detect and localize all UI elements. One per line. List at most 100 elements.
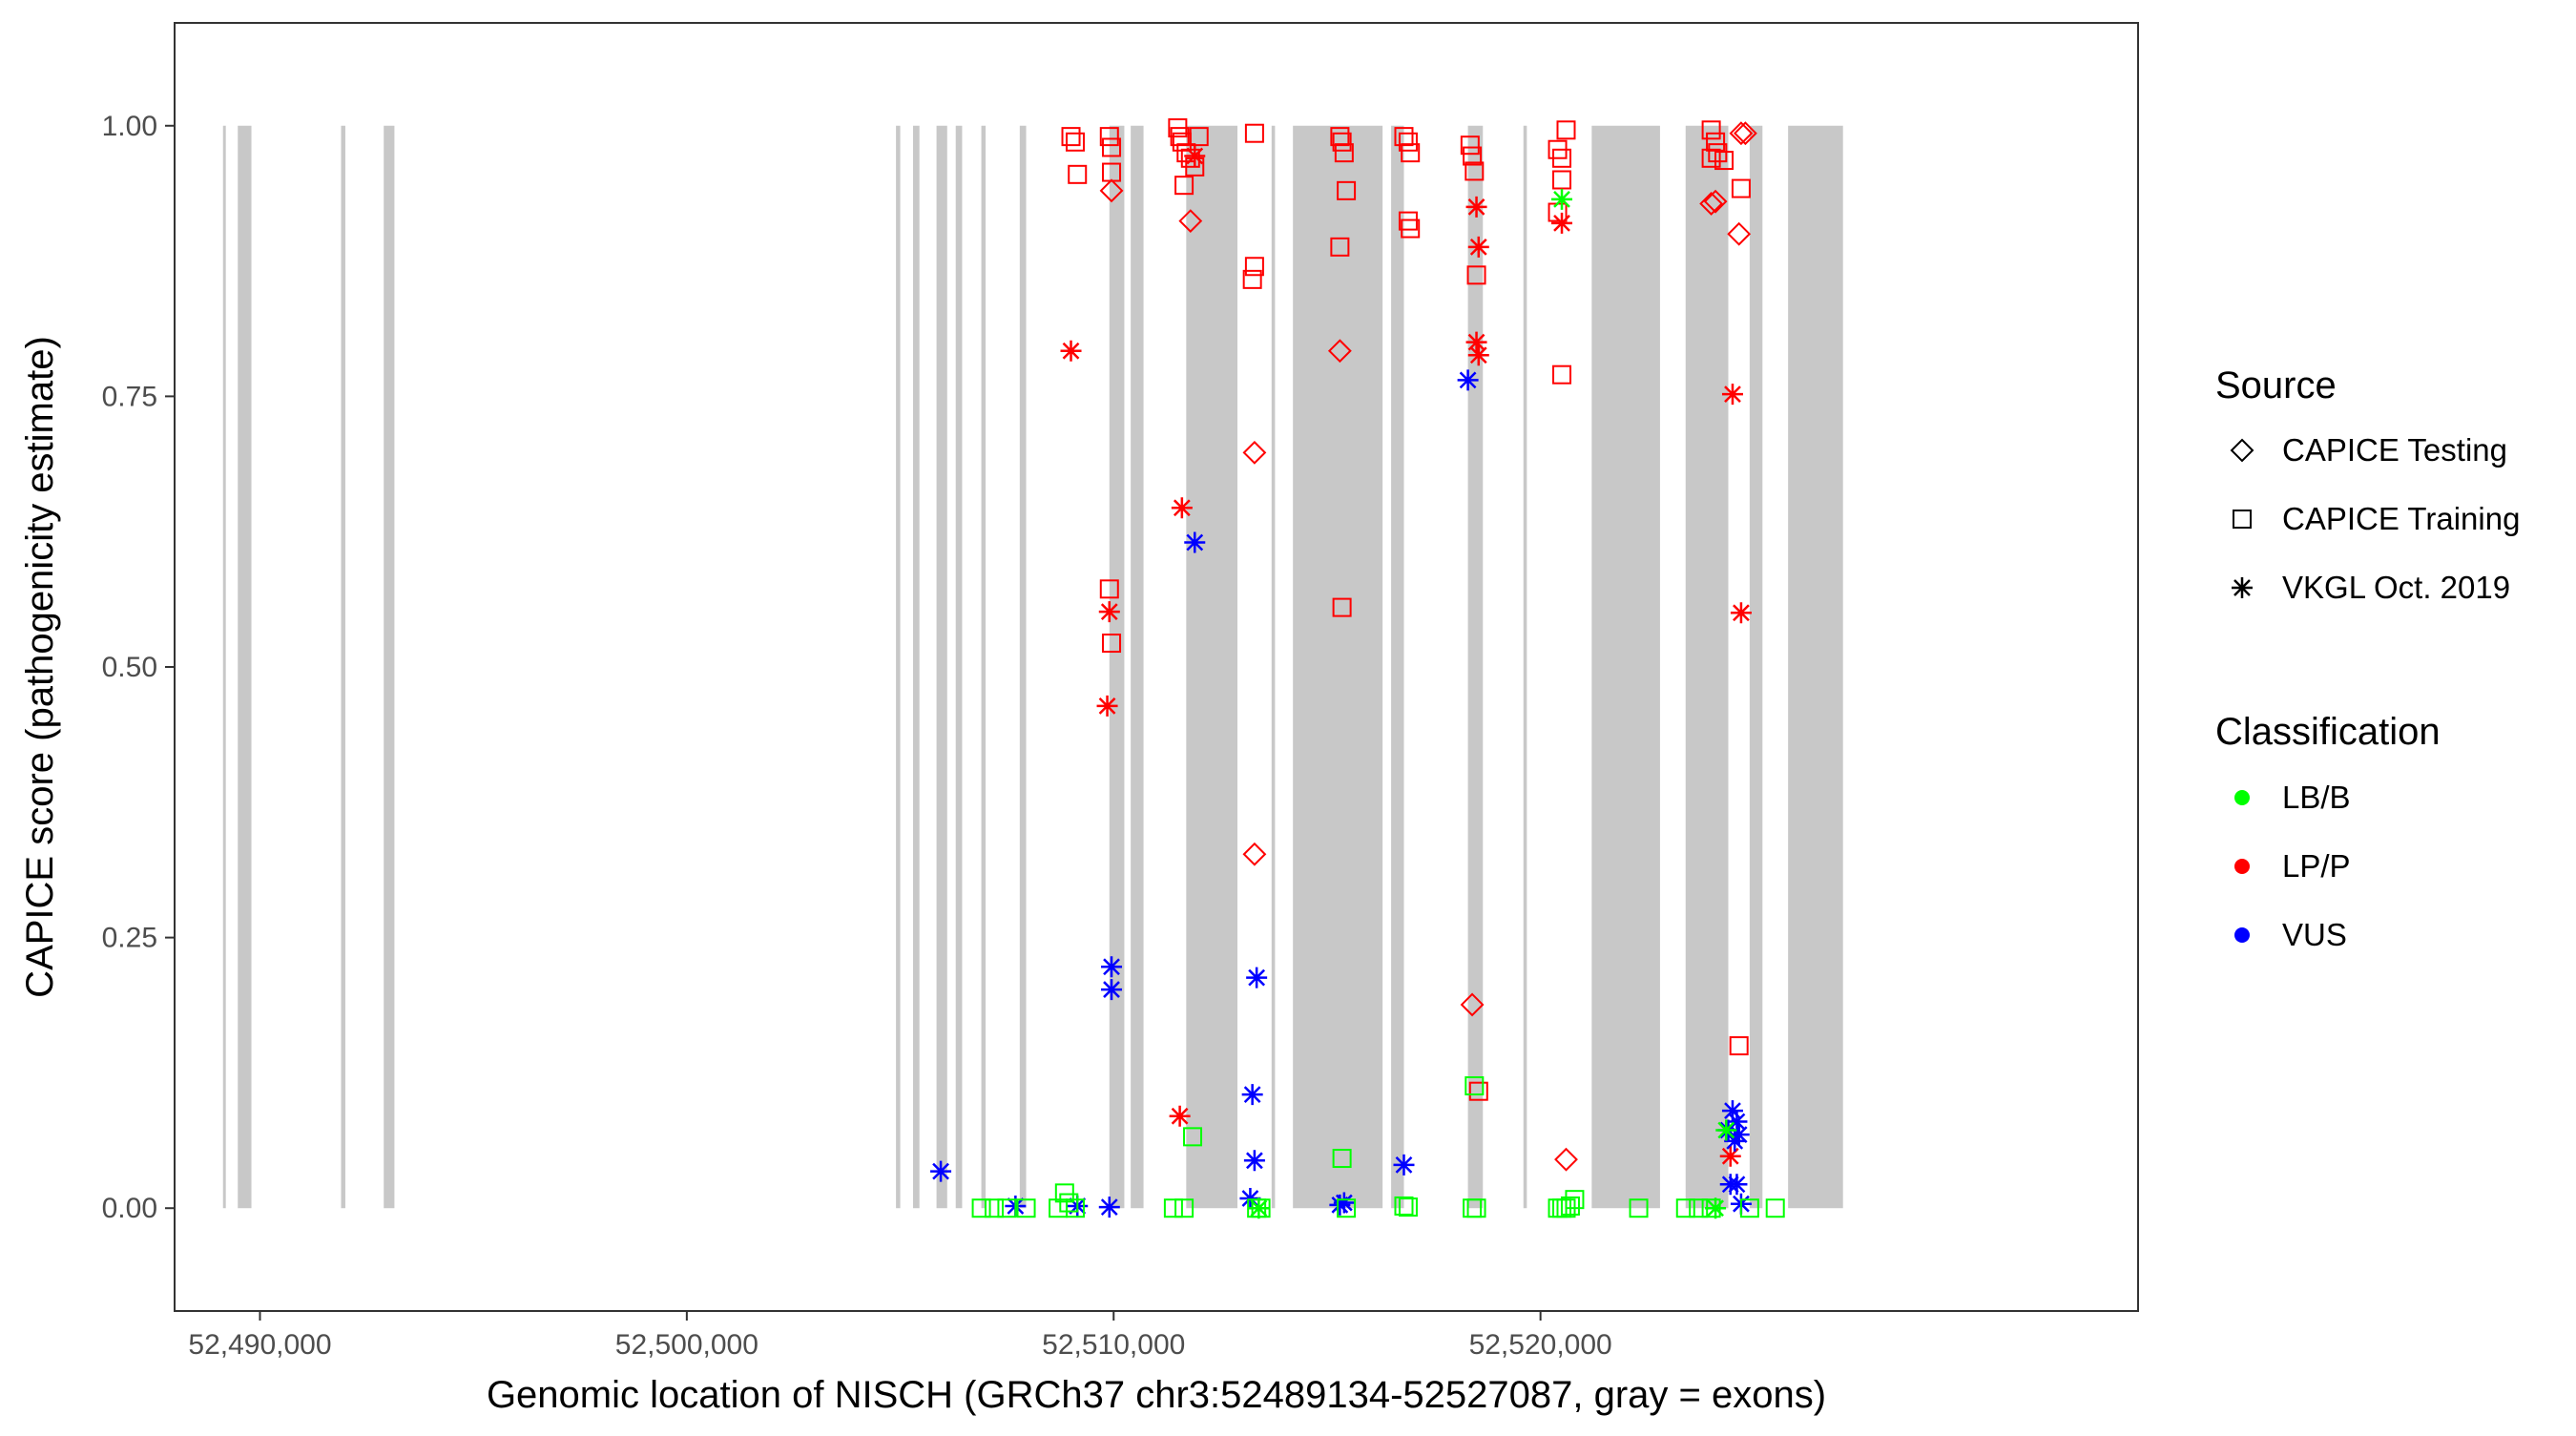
data-point (1065, 1198, 1085, 1218)
x-tick-label: 52,520,000 (1469, 1329, 1612, 1361)
exon-band (1131, 125, 1144, 1209)
data-point (1729, 121, 1754, 146)
legend-classification-title: Classification (2215, 711, 2441, 753)
exon-band (1271, 125, 1276, 1209)
data-point (1184, 145, 1206, 167)
legend: Source CAPICE Testing CAPICE Training VKGL… (2215, 364, 2520, 952)
data-point (1334, 143, 1354, 163)
exon-band (1749, 125, 1763, 1209)
data-point (1242, 842, 1267, 866)
data-point (1714, 151, 1735, 171)
data-point (1460, 135, 1480, 156)
data-point (1715, 1119, 1737, 1141)
data-point (1468, 1081, 1488, 1101)
data-point (1332, 597, 1352, 617)
data-point (1332, 132, 1352, 152)
data-point (1054, 1183, 1074, 1203)
data-point (1337, 1198, 1357, 1218)
y-axis-label: CAPICE score (pathogenicity estimate) (19, 336, 61, 998)
data-point (1703, 189, 1728, 214)
data-point (1099, 178, 1124, 203)
legend-color-dot (2234, 927, 2250, 943)
exon-band (222, 125, 226, 1209)
x-tick-label: 52,490,000 (188, 1329, 331, 1361)
exon-band (1019, 125, 1027, 1209)
data-point (1719, 1145, 1741, 1167)
legend-class-label: LB/B (2282, 780, 2351, 815)
exon-band (1467, 125, 1484, 1209)
legend-classification-items: LB/B LP/P VUS (2234, 780, 2351, 952)
data-point (1721, 1100, 1743, 1122)
exon-band (238, 125, 252, 1209)
data-point (1393, 1154, 1415, 1176)
data-point (1727, 221, 1752, 246)
data-point (1327, 339, 1352, 364)
data-point (1059, 1193, 1079, 1213)
data-point (971, 1198, 991, 1218)
data-point (1401, 143, 1421, 163)
data-point (1061, 127, 1081, 147)
data-point (1098, 1197, 1120, 1218)
data-point (1394, 1196, 1414, 1216)
data-point (1730, 602, 1752, 624)
exon-band (912, 125, 920, 1209)
plot-panel-border (174, 22, 2139, 1312)
data-point (1551, 188, 1573, 210)
data-point (1329, 1194, 1351, 1216)
y-tick-label: 0.50 (102, 652, 157, 683)
legend-color-dot (2234, 790, 2250, 805)
data-point (1724, 1130, 1746, 1152)
legend-class-label: VUS (2282, 917, 2347, 952)
data-points (930, 118, 1785, 1219)
exon-band (341, 125, 345, 1209)
data-point (1398, 132, 1418, 152)
data-point (1465, 331, 1487, 353)
data-point (1552, 364, 1572, 385)
data-point (1726, 1111, 1748, 1133)
y-tick-label: 0.75 (102, 381, 157, 412)
data-point (1102, 137, 1122, 157)
data-point (1016, 1198, 1036, 1218)
data-point (1098, 601, 1120, 623)
legend-marker-square (2233, 510, 2252, 529)
legend-source-label: CAPICE Training (2282, 501, 2520, 536)
data-point (1398, 211, 1418, 231)
data-point (1244, 123, 1264, 143)
data-point (1337, 180, 1357, 200)
y-tick-label: 0.00 (102, 1193, 157, 1224)
data-point (1101, 979, 1123, 1001)
data-point (1629, 1198, 1649, 1218)
data-point (1733, 121, 1757, 146)
legend-source-label: VKGL Oct. 2019 (2282, 570, 2510, 605)
data-point (1065, 132, 1085, 152)
data-point (1178, 209, 1203, 234)
data-point (1184, 531, 1206, 553)
data-point (1467, 344, 1489, 366)
y-axis: 0.00 0.25 0.50 0.75 1.00 (102, 111, 175, 1224)
data-point (1551, 212, 1573, 234)
data-point (1554, 1147, 1578, 1172)
data-point (1174, 176, 1195, 196)
data-point (1708, 143, 1728, 163)
data-point (1099, 579, 1119, 599)
data-point (1242, 440, 1267, 465)
exon-band (1523, 125, 1527, 1209)
exon-band (896, 125, 901, 1209)
data-point (1552, 148, 1572, 168)
data-point (1765, 1198, 1785, 1218)
data-point (1239, 1188, 1261, 1210)
x-tick-label: 52,510,000 (1042, 1329, 1185, 1361)
exon-band (1293, 125, 1383, 1209)
data-point (1068, 164, 1088, 184)
data-point (1466, 265, 1486, 285)
data-point (1101, 956, 1123, 978)
data-point (1242, 269, 1262, 289)
data-point (1463, 146, 1483, 166)
legend-color-dot (2234, 859, 2250, 874)
x-axis: 52,490,000 52,500,000 52,510,000 52,520,000 (188, 1311, 1612, 1361)
data-point (1243, 1150, 1265, 1172)
data-point (1457, 369, 1479, 391)
data-point (1726, 1174, 1748, 1196)
data-point (1330, 237, 1350, 257)
data-point (1675, 1198, 1695, 1218)
